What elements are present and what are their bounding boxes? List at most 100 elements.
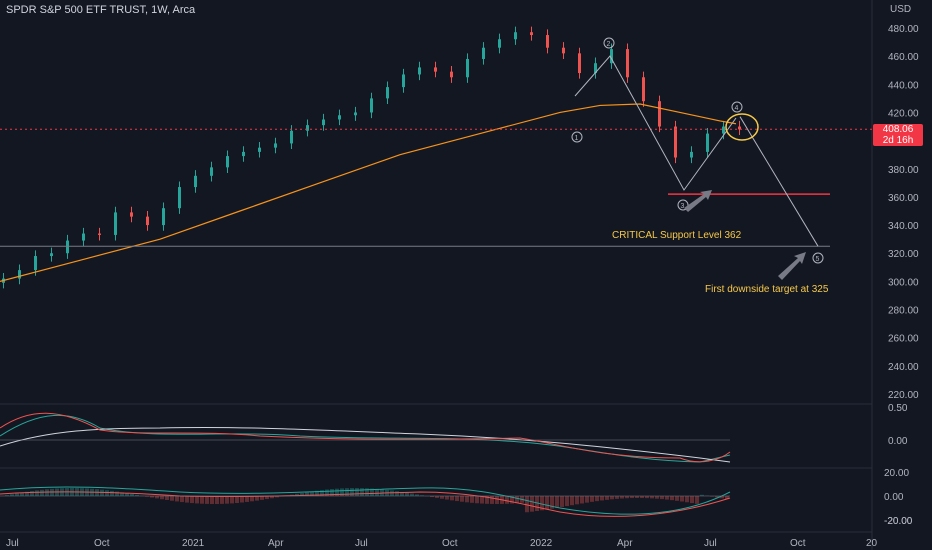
histogram-bar xyxy=(135,494,139,496)
y-tick-label: 360.00 xyxy=(888,193,919,204)
candle-body xyxy=(290,130,293,144)
histogram-bar xyxy=(295,493,299,496)
wave-label: 1 xyxy=(575,135,579,142)
x-tick-label: Jul xyxy=(6,538,19,549)
candle-body xyxy=(114,212,117,235)
histogram-bar xyxy=(35,490,39,496)
candle-body xyxy=(258,147,261,152)
x-tick-label: Oct xyxy=(790,538,806,549)
candle-body xyxy=(274,143,277,148)
y-tick-label: 460.00 xyxy=(888,52,919,63)
histogram-bar xyxy=(330,489,334,496)
histogram-bar xyxy=(455,496,459,502)
candle-body xyxy=(402,74,405,88)
wave-label: 5 xyxy=(816,256,820,263)
candle-body xyxy=(498,39,501,48)
x-tick-label: 2022 xyxy=(530,538,553,549)
histogram-bar xyxy=(250,496,254,502)
bar-countdown: 2d 16h xyxy=(882,135,914,146)
candle-body xyxy=(434,67,437,72)
histogram-bar xyxy=(200,496,204,504)
current-price-tag: 408.06 2d 16h xyxy=(873,124,923,146)
candle-body xyxy=(738,126,741,130)
wave-label: 4 xyxy=(735,105,739,112)
y-tick-label: 320.00 xyxy=(888,249,919,260)
histogram-bar xyxy=(605,496,609,500)
histogram-bar xyxy=(240,496,244,503)
histogram-bar xyxy=(230,496,234,504)
support-annotation: CRITICAL Support Level 362 xyxy=(612,230,742,241)
histogram-bar xyxy=(105,490,109,496)
histogram-bar xyxy=(350,488,354,496)
histogram-bar xyxy=(635,496,639,499)
candle-body xyxy=(130,212,133,217)
histogram-bar xyxy=(545,496,549,510)
x-tick-label: Apr xyxy=(268,538,284,549)
x-tick-label: Jul xyxy=(355,538,368,549)
candle-body xyxy=(210,167,213,176)
histogram-bar xyxy=(415,494,419,496)
histogram-bar xyxy=(355,488,359,496)
candle-body xyxy=(482,47,485,59)
candle-body xyxy=(370,98,373,113)
candle-body xyxy=(66,240,69,254)
histogram-bar xyxy=(40,489,44,496)
histogram-bar xyxy=(690,496,694,504)
histogram-bar xyxy=(640,496,644,499)
histogram-bar xyxy=(205,496,209,504)
histogram-bar xyxy=(420,495,424,496)
arrow-icon xyxy=(684,190,712,212)
histogram-bar xyxy=(305,492,309,496)
histogram-bar xyxy=(615,496,619,499)
histogram-bar xyxy=(345,488,349,496)
candle-body xyxy=(626,49,629,78)
wave-path xyxy=(574,55,737,191)
histogram-bar xyxy=(450,496,454,501)
histogram-bar xyxy=(535,496,539,512)
histogram-bar xyxy=(125,493,129,496)
histogram-bar xyxy=(170,496,174,501)
wave-marker xyxy=(731,101,743,113)
osc2-tick-label: 20.00 xyxy=(884,468,909,479)
oscillator-line xyxy=(0,426,731,463)
histogram-bar xyxy=(190,496,194,504)
currency-label: USD xyxy=(890,4,912,15)
histogram-bar xyxy=(15,493,19,496)
x-tick-label: Oct xyxy=(442,538,458,549)
histogram-bar xyxy=(725,496,729,500)
y-tick-label: 220.00 xyxy=(888,390,919,401)
candle-body xyxy=(146,216,149,226)
histogram-bar xyxy=(235,496,239,503)
x-tick-label: 2021 xyxy=(182,538,205,549)
candle-body xyxy=(530,32,533,36)
wave-marker xyxy=(677,199,689,211)
wave-marker xyxy=(812,252,824,264)
histogram-bar xyxy=(395,491,399,496)
moving-average-line xyxy=(0,103,737,282)
candle-body xyxy=(18,270,21,279)
histogram-bar xyxy=(110,490,114,496)
histogram-bar xyxy=(130,493,134,496)
candle-body xyxy=(514,32,517,40)
y-tick-label: 300.00 xyxy=(888,277,919,288)
histogram-bar xyxy=(410,493,414,496)
histogram-bar xyxy=(565,496,569,507)
candle-body xyxy=(546,35,549,48)
y-tick-label: 380.00 xyxy=(888,165,919,176)
histogram-bar xyxy=(485,496,489,504)
histogram-bar xyxy=(470,496,474,503)
histogram-bar xyxy=(5,495,9,496)
candle-body xyxy=(690,151,693,158)
oscillator-line xyxy=(0,486,731,515)
candle-body xyxy=(706,133,709,152)
candle-body xyxy=(386,87,389,99)
histogram-bar xyxy=(625,496,629,499)
histogram-bar xyxy=(655,496,659,499)
osc1-tick-label: 0.50 xyxy=(888,403,908,414)
histogram-bar xyxy=(335,488,339,496)
histogram-bar xyxy=(525,496,529,513)
wave-marker xyxy=(571,131,583,143)
histogram-bar xyxy=(460,496,464,502)
histogram-bar xyxy=(275,496,279,498)
